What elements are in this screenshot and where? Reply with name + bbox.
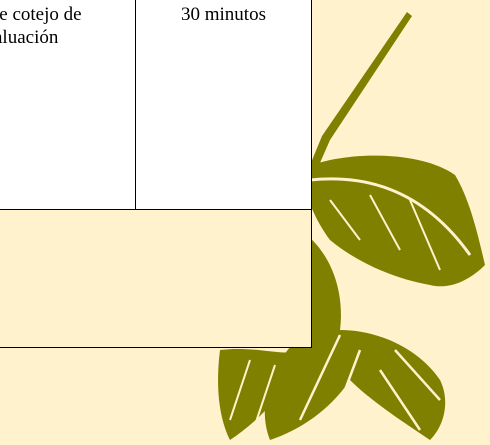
cell-text: aluación bbox=[0, 27, 59, 48]
table-cell: le cotejo de aluación bbox=[0, 0, 136, 210]
empty-row bbox=[0, 208, 312, 348]
table-cell: 30 minutos bbox=[135, 0, 312, 210]
cell-text: le cotejo de bbox=[0, 4, 82, 25]
cell-text: 30 minutos bbox=[181, 4, 266, 25]
